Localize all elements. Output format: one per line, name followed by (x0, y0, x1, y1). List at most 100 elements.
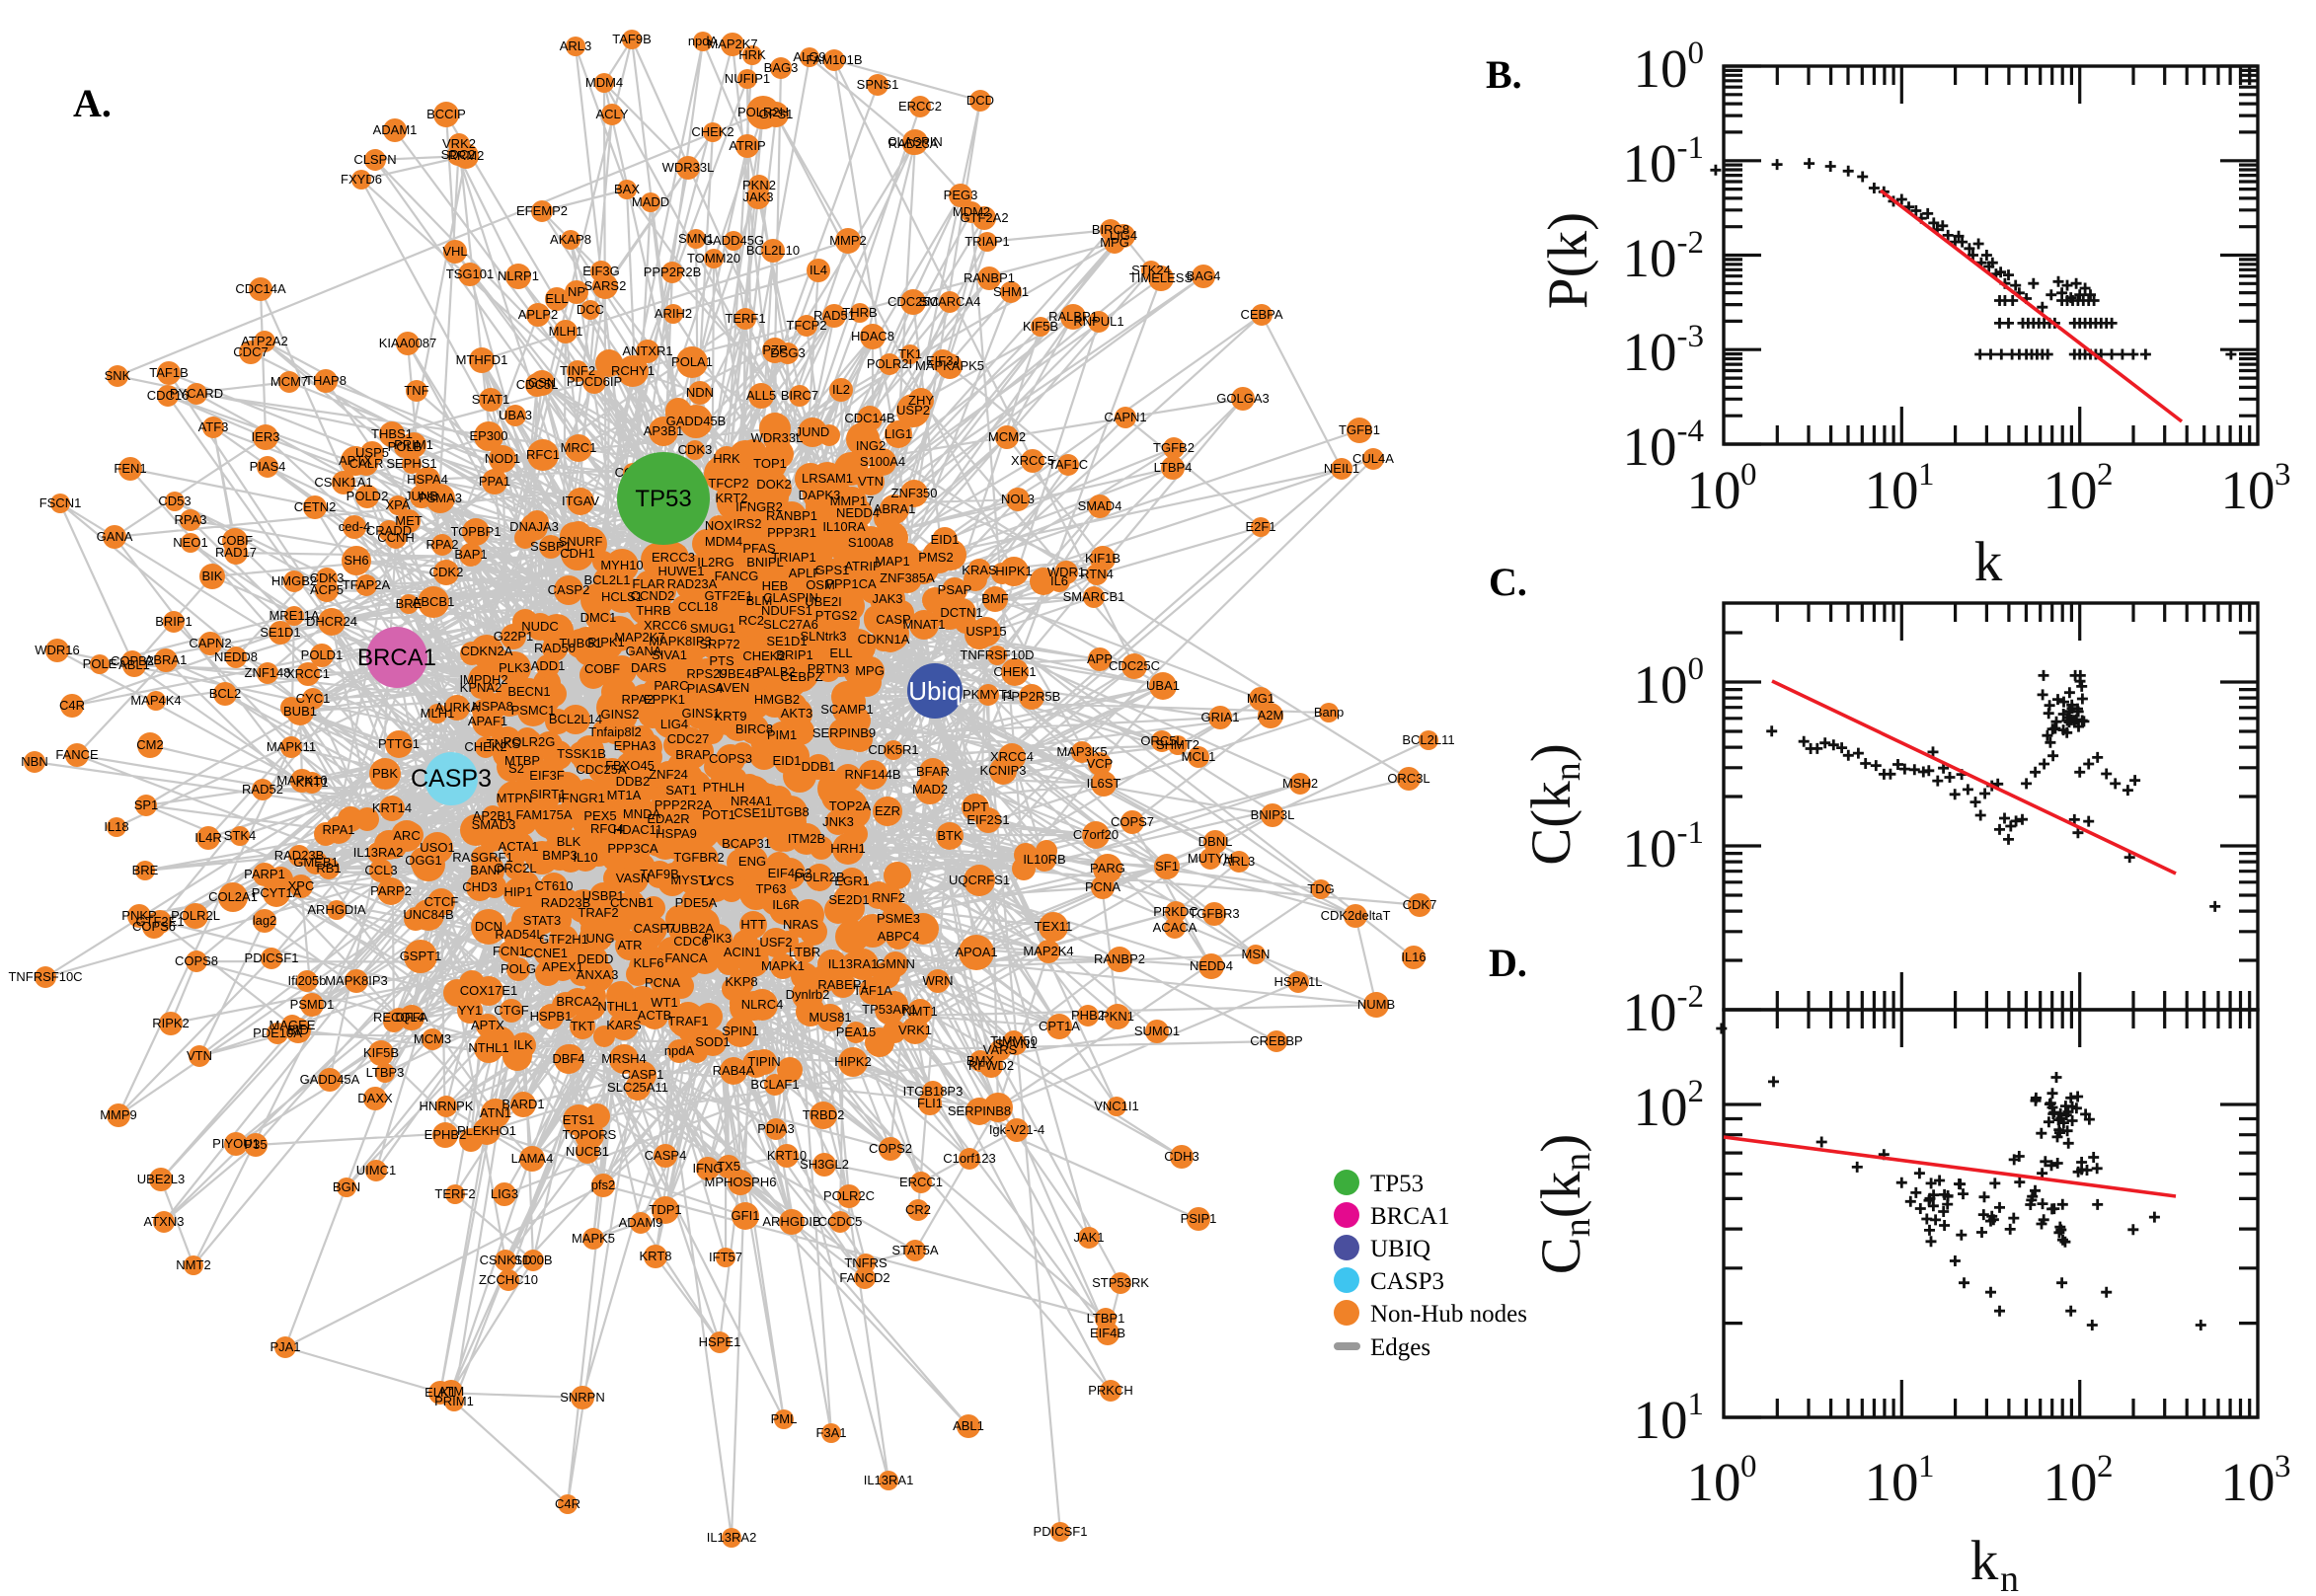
svg-text:DEDD: DEDD (578, 951, 614, 966)
svg-text:RFC4: RFC4 (590, 821, 624, 836)
svg-text:k: k (1974, 531, 2003, 593)
svg-text:POLR2H: POLR2H (737, 105, 789, 119)
svg-text:PCYT1A: PCYT1A (252, 885, 302, 900)
svg-text:CLASPIN: CLASPIN (763, 590, 818, 605)
svg-text:RASGRF1: RASGRF1 (452, 850, 512, 865)
svg-text:IFNGR1: IFNGR1 (558, 791, 605, 805)
svg-text:PSMC1: PSMC1 (511, 703, 556, 718)
svg-text:FANCE: FANCE (55, 747, 99, 762)
svg-text:RNF144B: RNF144B (844, 767, 900, 782)
svg-text:POLR2L: POLR2L (171, 908, 220, 923)
svg-text:IMPDH2: IMPDH2 (459, 672, 507, 687)
svg-text:LAMA4: LAMA4 (511, 1151, 554, 1166)
svg-text:BRCA1: BRCA1 (357, 645, 436, 671)
svg-text:JAK3: JAK3 (872, 591, 902, 606)
svg-text:RRM2: RRM2 (448, 148, 485, 163)
svg-text:PFAS: PFAS (742, 541, 776, 556)
svg-text:TRAF1: TRAF1 (667, 1014, 708, 1028)
svg-text:CDKN2A: CDKN2A (461, 644, 513, 658)
svg-text:ARIH2: ARIH2 (655, 306, 692, 321)
svg-text:n: n (2000, 1558, 2019, 1591)
svg-text:IER3: IER3 (252, 429, 280, 444)
svg-text:CDK2: CDK2 (429, 565, 464, 579)
svg-text:CHEK1: CHEK1 (993, 664, 1036, 679)
svg-text:CDC25C: CDC25C (888, 294, 939, 309)
svg-text:APTX: APTX (339, 453, 372, 468)
svg-text:PRKDC: PRKDC (1153, 904, 1198, 919)
svg-text:MCM2: MCM2 (988, 429, 1026, 444)
svg-text:LIG1: LIG1 (885, 426, 912, 441)
svg-text:CASP1: CASP1 (622, 1067, 664, 1082)
svg-text:C4R: C4R (555, 1496, 580, 1511)
svg-text:IL13RA1: IL13RA1 (828, 956, 879, 971)
svg-text:TAF1A: TAF1A (853, 983, 892, 998)
svg-text:IL13RA2: IL13RA2 (353, 845, 404, 860)
svg-text:COBF: COBF (584, 661, 620, 676)
svg-text:2: 2 (2097, 457, 2114, 493)
svg-text:CDC14B: CDC14B (844, 411, 894, 425)
svg-text:APTX: APTX (471, 1018, 504, 1032)
svg-text:MRE11A: MRE11A (269, 608, 319, 623)
svg-text:HMGB2: HMGB2 (754, 692, 800, 707)
svg-text:GTF2H1: GTF2H1 (539, 932, 588, 947)
svg-text:VTN: VTN (858, 474, 884, 489)
svg-text:COBF: COBF (217, 533, 253, 548)
svg-text:NLRC4: NLRC4 (741, 997, 784, 1012)
svg-text:NTHL1: NTHL1 (468, 1040, 508, 1055)
svg-text:EFEMP2: EFEMP2 (516, 203, 568, 218)
svg-text:Dynlrb2: Dynlrb2 (786, 987, 830, 1002)
svg-text:MUS81: MUS81 (809, 1010, 851, 1025)
svg-text:MADD: MADD (632, 194, 669, 209)
svg-text:KRT10: KRT10 (767, 1148, 807, 1163)
svg-text:MDM2: MDM2 (953, 204, 990, 219)
svg-text:PBK: PBK (372, 766, 398, 781)
svg-text:PEA15: PEA15 (836, 1025, 876, 1039)
svg-text:POLD1: POLD1 (301, 647, 344, 662)
svg-text:KPNA2: KPNA2 (460, 680, 502, 695)
svg-text:FBXO45: FBXO45 (605, 758, 655, 773)
svg-text:CDC27: CDC27 (667, 731, 710, 746)
svg-text:Ubiq: Ubiq (908, 676, 961, 706)
svg-text:RPA2: RPA2 (622, 692, 655, 707)
svg-text:PARP1: PARP1 (244, 867, 285, 881)
svg-text:BAG3: BAG3 (764, 60, 799, 75)
svg-text:IL6R: IL6R (772, 897, 799, 912)
svg-text:KRT2: KRT2 (716, 491, 748, 505)
svg-text:SERPINB8: SERPINB8 (948, 1103, 1011, 1118)
svg-text:PNKP: PNKP (121, 908, 156, 923)
svg-text:VRK1: VRK1 (898, 1023, 932, 1037)
svg-text:SARS2: SARS2 (584, 278, 627, 293)
svg-text:HCLS1: HCLS1 (601, 589, 643, 604)
svg-text:ENG: ENG (738, 854, 766, 869)
svg-text:MSH2: MSH2 (1282, 776, 1318, 791)
svg-text:UNG: UNG (586, 931, 615, 946)
svg-text:ZNF24: ZNF24 (649, 767, 688, 782)
svg-text:CCL3: CCL3 (364, 863, 397, 877)
svg-text:10: 10 (2044, 460, 2098, 520)
svg-text:TP53: TP53 (1370, 1171, 1424, 1197)
svg-text:STAT3: STAT3 (523, 913, 562, 928)
svg-text:FAM175A: FAM175A (515, 807, 572, 822)
svg-text:XRCC5: XRCC5 (1011, 453, 1054, 468)
svg-text:LRSAM1: LRSAM1 (802, 471, 853, 486)
svg-text:MAP3K5: MAP3K5 (1056, 744, 1107, 759)
svg-text:PEG3: PEG3 (944, 188, 978, 202)
svg-text:VTN: VTN (187, 1048, 212, 1063)
svg-text:UIMC1: UIMC1 (356, 1163, 396, 1178)
svg-text:USP2: USP2 (896, 403, 930, 418)
svg-text:MDM4: MDM4 (705, 534, 742, 549)
svg-text:TIMELESS: TIMELESS (1129, 270, 1194, 285)
svg-text:HSPA8: HSPA8 (472, 699, 513, 714)
svg-text:GMEB1: GMEB1 (293, 855, 339, 870)
svg-text:TOMM20: TOMM20 (687, 251, 740, 266)
svg-text:RAD52: RAD52 (242, 782, 283, 797)
svg-text:FEN1: FEN1 (114, 461, 146, 476)
svg-text:NUCB1: NUCB1 (566, 1144, 609, 1159)
svg-text:ORC2L: ORC2L (494, 861, 536, 875)
svg-text:MG1: MG1 (1247, 691, 1274, 706)
svg-text:ACP5: ACP5 (310, 582, 344, 597)
svg-text:MAPK1: MAPK1 (761, 958, 805, 973)
svg-text:3: 3 (2275, 1449, 2291, 1484)
svg-text:CDC14A: CDC14A (235, 281, 286, 296)
svg-text:ATN1: ATN1 (480, 1105, 511, 1120)
